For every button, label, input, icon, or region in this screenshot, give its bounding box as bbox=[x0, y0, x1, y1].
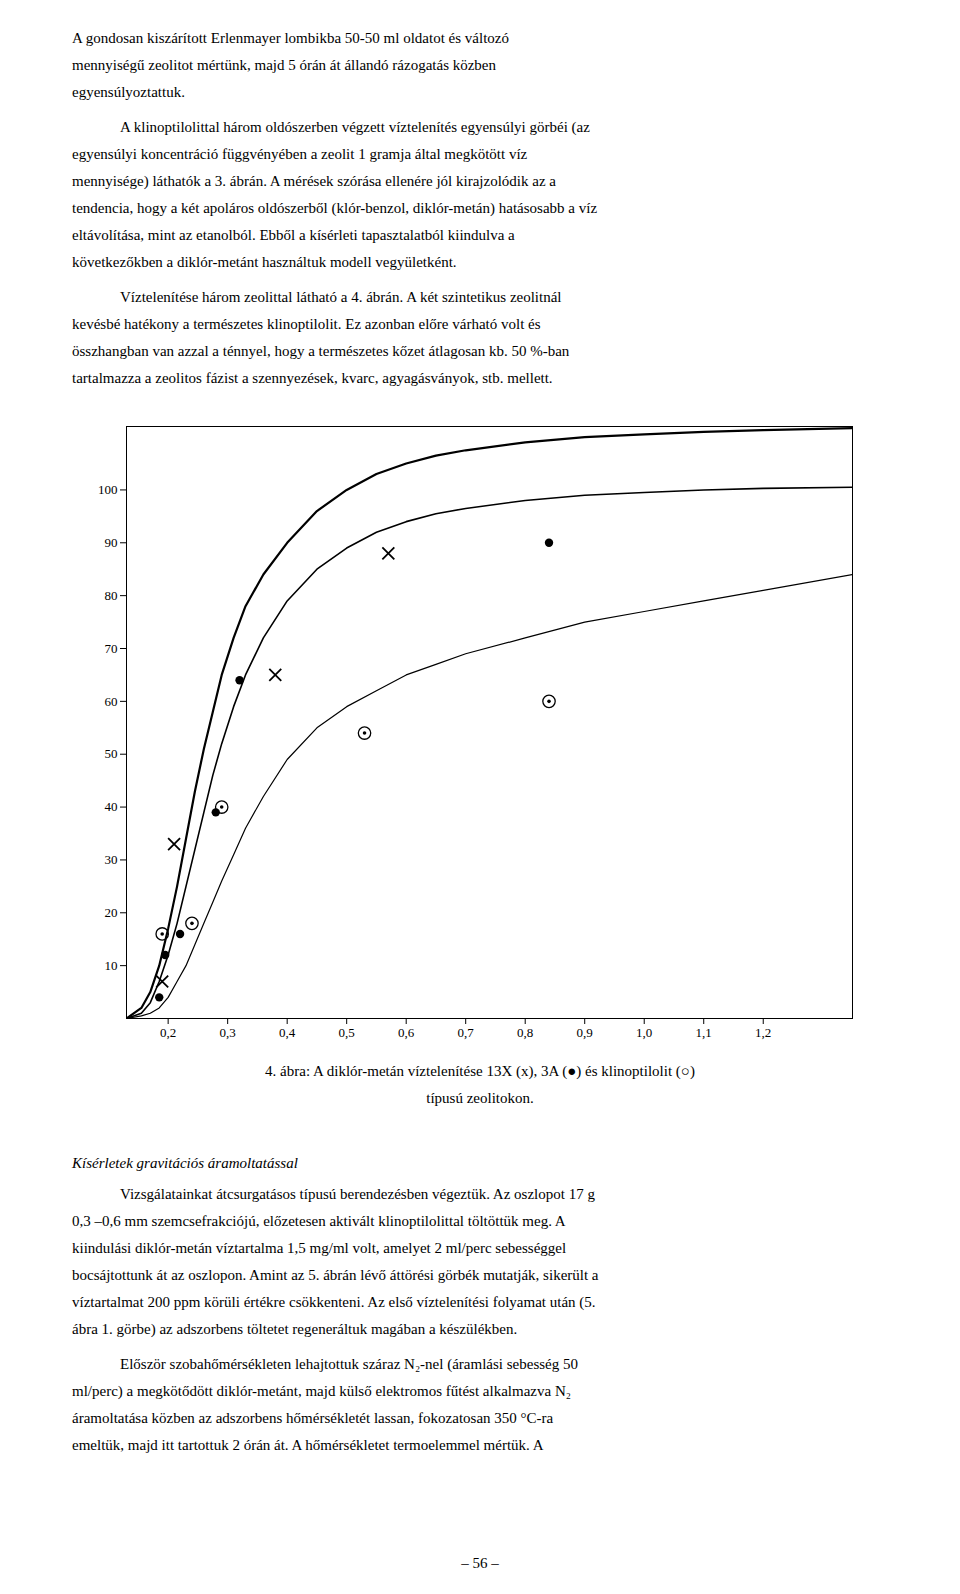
svg-text:60: 60 bbox=[105, 694, 118, 709]
svg-text:0,6: 0,6 bbox=[398, 1025, 415, 1040]
svg-text:20: 20 bbox=[105, 905, 118, 920]
svg-text:0,7: 0,7 bbox=[458, 1025, 475, 1040]
html-text:kevésbé hatékony a természetes: kevésbé hatékony a természetes klinoptil… bbox=[72, 316, 541, 332]
svg-text:0,4: 0,4 bbox=[279, 1025, 296, 1040]
svg-text:40: 40 bbox=[105, 799, 118, 814]
svg-text:100: 100 bbox=[98, 482, 118, 497]
html-text:víztartalmat 200 ppm körüli ér: víztartalmat 200 ppm körüli értékre csök… bbox=[72, 1294, 596, 1310]
html-text:eltávolítása, mint az etanolbó: eltávolítása, mint az etanolból. Ebből a… bbox=[72, 227, 515, 243]
html-text:A klinoptilolittal három oldós: A klinoptilolittal három oldószerben vég… bbox=[120, 119, 590, 135]
svg-text:70: 70 bbox=[105, 641, 118, 656]
html-text:4. ábra: A diklór-metán víztel: 4. ábra: A diklór-metán víztelenítése 13… bbox=[265, 1063, 695, 1079]
svg-text:1,2: 1,2 bbox=[755, 1025, 771, 1040]
html-text:0,3 –0,6 mm szemcsefrakciójú,: 0,3 –0,6 mm szemcsefrakciójú, előzetesen… bbox=[72, 1213, 566, 1229]
html-text:kiindulási diklór-metán víztar: kiindulási diklór-metán víztartalma 1,5 … bbox=[72, 1240, 567, 1256]
html-text:tartalmazza a zeolitos fázist: tartalmazza a zeolitos fázist a szennyez… bbox=[72, 370, 553, 386]
html-text:ml/perc) a megkötődött diklór-: ml/perc) a megkötődött diklór-metánt, ma… bbox=[72, 1383, 571, 1399]
svg-text:90: 90 bbox=[105, 535, 118, 550]
svg-text:0,5: 0,5 bbox=[339, 1025, 355, 1040]
html-text:Víztelenítése három zeolittal: Víztelenítése három zeolittal látható a … bbox=[120, 289, 562, 305]
svg-text:30: 30 bbox=[105, 852, 118, 867]
html-text:összhangban van azzal a ténnye: összhangban van azzal a ténnyel, hogy a … bbox=[72, 343, 570, 359]
html-text:mennyiségű zeolitot mértünk, m: mennyiségű zeolitot mértünk, majd 5 órán… bbox=[72, 57, 496, 73]
html-text:emeltük, majd itt tartottuk 2: emeltük, majd itt tartottuk 2 órán át. A… bbox=[72, 1437, 544, 1453]
html-text:– 56 –: – 56 – bbox=[461, 1555, 499, 1571]
html-text:Először szobahőmérsékleten leh: Először szobahőmérsékleten lehajtottuk s… bbox=[120, 1356, 578, 1372]
html-text:mennyisége) láthatók a 3. ábrá: mennyisége) láthatók a 3. ábrán. A mérés… bbox=[72, 173, 556, 189]
svg-text:0,9: 0,9 bbox=[577, 1025, 593, 1040]
html-text:egyensúlyi koncentráció függvé: egyensúlyi koncentráció függvényében a z… bbox=[72, 146, 528, 162]
html-text:tendencia, hogy a két apoláros: tendencia, hogy a két apoláros oldószerb… bbox=[72, 200, 598, 216]
svg-text:10: 10 bbox=[105, 958, 118, 973]
html-text:áramoltatása közben az adszorb: áramoltatása közben az adszorbens hőmérs… bbox=[72, 1410, 554, 1426]
html-text:típusú zeolitokon.: típusú zeolitokon. bbox=[426, 1090, 534, 1106]
svg-text:0,8: 0,8 bbox=[517, 1025, 533, 1040]
html-text:egyensúlyoztattuk.: egyensúlyoztattuk. bbox=[72, 84, 185, 100]
svg-text:0,3: 0,3 bbox=[220, 1025, 236, 1040]
svg-text:1,1: 1,1 bbox=[696, 1025, 712, 1040]
html-text:következőkben a diklór-metánt: következőkben a diklór-metánt használtuk… bbox=[72, 254, 457, 270]
svg-text:80: 80 bbox=[105, 588, 118, 603]
html-text:ábra 1. görbe) az adszorbens t: ábra 1. görbe) az adszorbens töltetet re… bbox=[72, 1321, 518, 1337]
svg-text:50: 50 bbox=[105, 746, 118, 761]
html-text:Kísérletek gravitációs áramolt: Kísérletek gravitációs áramoltatással bbox=[72, 1155, 298, 1171]
html-text:bocsájtottunk át az oszlopon.: bocsájtottunk át az oszlopon. Amint az 5… bbox=[72, 1267, 599, 1283]
html-text:Vizsgálatainkat átcsurgatásos: Vizsgálatainkat átcsurgatásos típusú ber… bbox=[120, 1186, 595, 1202]
html-text:A gondosan kiszárított Erlenma: A gondosan kiszárított Erlenmayer lombik… bbox=[72, 30, 509, 46]
svg-text:0,2: 0,2 bbox=[160, 1025, 176, 1040]
svg-text:1,0: 1,0 bbox=[636, 1025, 652, 1040]
